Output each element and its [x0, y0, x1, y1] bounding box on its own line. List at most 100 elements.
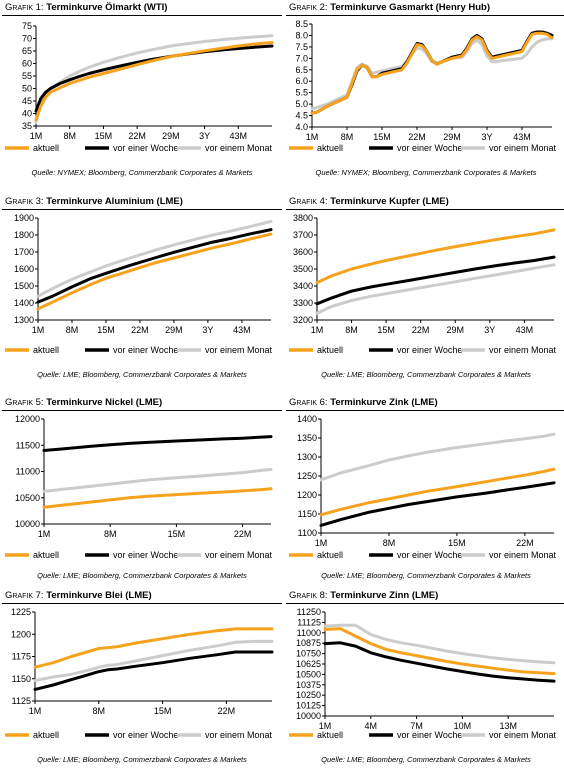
y-tick-label: 5.5	[295, 88, 308, 98]
x-tick-label: 1M	[30, 131, 43, 141]
x-tick-label: 3Y	[202, 325, 213, 335]
chart-title-prefix: Grafik 7:	[5, 590, 47, 601]
x-tick-label: 29M	[165, 325, 183, 335]
y-tick-label: 12000	[15, 414, 40, 424]
x-tick-label: 15M	[168, 529, 186, 539]
x-tick-label: 22M	[408, 132, 426, 142]
y-tick-label: 1150	[298, 509, 317, 519]
series-line-vor-einem-Monat	[319, 432, 556, 482]
x-tick-label: 8M	[383, 538, 396, 548]
y-tick-label: 3700	[293, 230, 313, 240]
y-tick-label: 1900	[14, 213, 34, 223]
x-tick-label: 1M	[38, 529, 51, 539]
chart-title-text: Terminkurve Blei (LME)	[46, 590, 152, 601]
legend-label: aktuell	[33, 550, 59, 560]
y-tick-label: 1300	[297, 452, 317, 462]
x-tick-label: 29M	[162, 131, 180, 141]
legend-label: vor einer Woche	[113, 143, 178, 153]
y-tick-label: 3600	[293, 247, 313, 257]
legend-label: aktuell	[33, 143, 59, 153]
series-line-vor-einem-Monat	[36, 219, 273, 298]
series-line-vor-einem-Monat	[42, 467, 273, 493]
chart-title: Grafik 8: Terminkurve Zinn (LME)	[289, 590, 438, 601]
x-tick-label: 15M	[95, 131, 113, 141]
legend-label: vor einem Monat	[489, 143, 557, 153]
series-line-aktuell	[33, 627, 274, 669]
line-chart: 4.04.5 5.05.5 6.06.5 7.07.5 8.08.5 1M 8M 15M 22M…	[289, 19, 557, 153]
x-tick-label: 3Y	[481, 132, 492, 142]
y-tick-label: 3200	[293, 315, 313, 325]
y-tick-label: 1200	[11, 629, 31, 639]
x-tick-label: 3Y	[484, 325, 495, 335]
x-tick-label: 1M	[29, 706, 42, 716]
legend-label: aktuell	[33, 730, 59, 740]
y-tick-label: 50	[22, 84, 32, 94]
title-rule	[286, 603, 564, 604]
x-tick-label: 22M	[516, 538, 534, 548]
line-chart: 1100 1150 1200 1250 1300 1350 1400 1M 8M 15M 22M ak…	[289, 414, 557, 560]
chart-source: Quelle: LME; Bloomberg, Commerzbank Corp…	[321, 755, 531, 764]
y-tick-label: 6.5	[295, 65, 308, 75]
series-line-aktuell	[323, 627, 556, 676]
series-line-vor-einer-Woche	[36, 228, 273, 304]
y-tick-label: 11000	[297, 628, 321, 638]
chart-title-text: Terminkurve Aluminium (LME)	[46, 196, 183, 207]
x-tick-label: 15M	[448, 538, 466, 548]
y-tick-label: 11500	[16, 440, 40, 450]
legend-label: vor einer Woche	[397, 730, 462, 740]
y-tick-label: 60	[22, 59, 32, 69]
y-tick-label: 1100	[298, 528, 317, 538]
chart-source: Quelle: LME; Bloomberg, Commerzbank Corp…	[37, 370, 247, 379]
chart-panel-7: Grafik 7: Terminkurve Blei (LME) 1125 115…	[2, 590, 282, 780]
chart-title: Grafik 1: Terminkurve Ölmarkt (WTI)	[5, 2, 167, 13]
line-chart: 35 40 45 50 55 60 65 70 75 1M 8M 15M 22M 29M 3Y 43M aktu…	[5, 21, 274, 153]
y-tick-label: 1200	[297, 490, 317, 500]
x-tick-label: 8M	[93, 706, 106, 716]
y-tick-label: 1250	[297, 471, 317, 481]
series-line-aktuell	[310, 31, 554, 115]
x-tick-label: 1M	[311, 325, 324, 335]
legend-label: vor einer Woche	[397, 550, 462, 560]
y-tick-label: 3500	[293, 264, 313, 274]
y-tick-label: 7.0	[295, 53, 308, 63]
legend-label: vor einer Woche	[397, 345, 462, 355]
chart-title: Grafik 7: Terminkurve Blei (LME)	[5, 590, 152, 601]
y-tick-label: 10375	[296, 680, 321, 690]
y-tick-label: 65	[22, 46, 32, 56]
chart-title: Grafik 6: Terminkurve Zink (LME)	[289, 397, 438, 408]
y-tick-label: 1125	[12, 696, 31, 706]
x-tick-label: 43M	[516, 325, 534, 335]
x-tick-label: 15M	[97, 325, 115, 335]
series-line-vor-einer-Woche	[315, 255, 556, 306]
y-tick-label: 10625	[296, 659, 321, 669]
y-tick-label: 1700	[14, 247, 34, 257]
x-tick-label: 4M	[365, 721, 378, 731]
x-tick-label: 43M	[513, 132, 531, 142]
x-tick-label: 22M	[218, 706, 236, 716]
x-tick-label: 22M	[131, 325, 149, 335]
y-tick-label: 8.0	[295, 30, 308, 40]
chart-source: Quelle: NYMEX; Bloomberg, Commerzbank Co…	[315, 168, 537, 177]
y-tick-label: 8.5	[295, 19, 308, 29]
chart-source: Quelle: LME; Bloomberg, Commerzbank Corp…	[321, 571, 531, 580]
x-tick-label: 8M	[345, 325, 358, 335]
title-rule	[286, 209, 564, 210]
legend-label: vor einem Monat	[205, 143, 273, 153]
y-tick-label: 1800	[14, 230, 34, 240]
chart-title-prefix: Grafik 5:	[5, 397, 47, 408]
y-tick-label: 1400	[297, 414, 317, 424]
y-tick-label: 1225	[11, 607, 31, 617]
chart-title-prefix: Grafik 4:	[289, 196, 331, 207]
title-rule	[286, 15, 564, 16]
y-tick-label: 35	[22, 121, 32, 131]
x-tick-label: 10M	[454, 721, 472, 731]
series-line-vor-einer-Woche	[319, 481, 556, 527]
x-tick-label: 15M	[373, 132, 391, 142]
line-chart: 10000 10500 11000 11500 12000 1M 8M 15M 22M aktue…	[5, 414, 273, 560]
chart-title-prefix: Grafik 3:	[5, 196, 47, 207]
y-tick-label: 11000	[16, 467, 40, 477]
x-tick-label: 8M	[341, 132, 354, 142]
legend-label: vor einem Monat	[205, 730, 273, 740]
y-tick-label: 10750	[296, 649, 321, 659]
legend-label: aktuell	[317, 550, 343, 560]
